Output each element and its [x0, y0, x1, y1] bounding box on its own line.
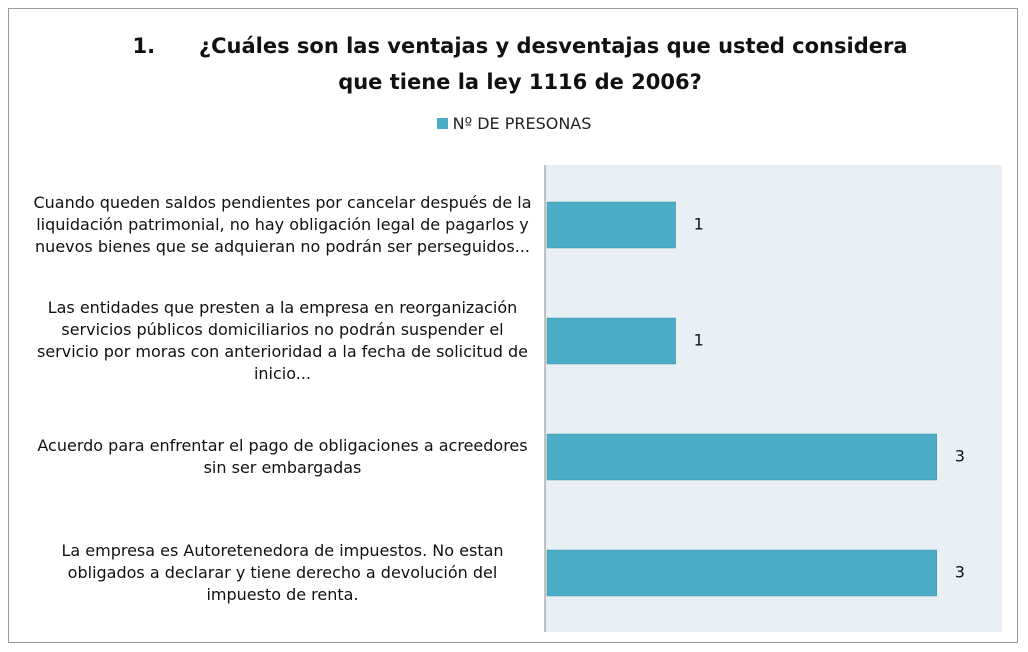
chart-frame: [8, 8, 1018, 643]
data-label: 3: [955, 447, 965, 466]
bar: [546, 201, 676, 249]
data-label: 3: [955, 563, 965, 582]
data-label: 1: [694, 215, 704, 234]
category-label: Acuerdo para enfrentar el pago de obliga…: [37, 436, 528, 477]
legend: Nº DE PRESONAS: [0, 114, 1028, 133]
legend-swatch: [436, 118, 448, 129]
bar: [546, 549, 937, 597]
category-label: Cuando queden saldos pendientes por canc…: [33, 193, 532, 256]
bar: [546, 433, 937, 481]
chart-title: 1. ¿Cuáles son las ventajas y desventaja…: [132, 34, 915, 94]
legend-label: Nº DE PRESONAS: [452, 114, 592, 133]
data-label: 1: [694, 331, 704, 350]
category-label: Las entidades que presten a la empresa e…: [36, 298, 529, 383]
category-label: La empresa es Autoretenedora de impuesto…: [61, 541, 504, 604]
bar: [546, 317, 676, 365]
